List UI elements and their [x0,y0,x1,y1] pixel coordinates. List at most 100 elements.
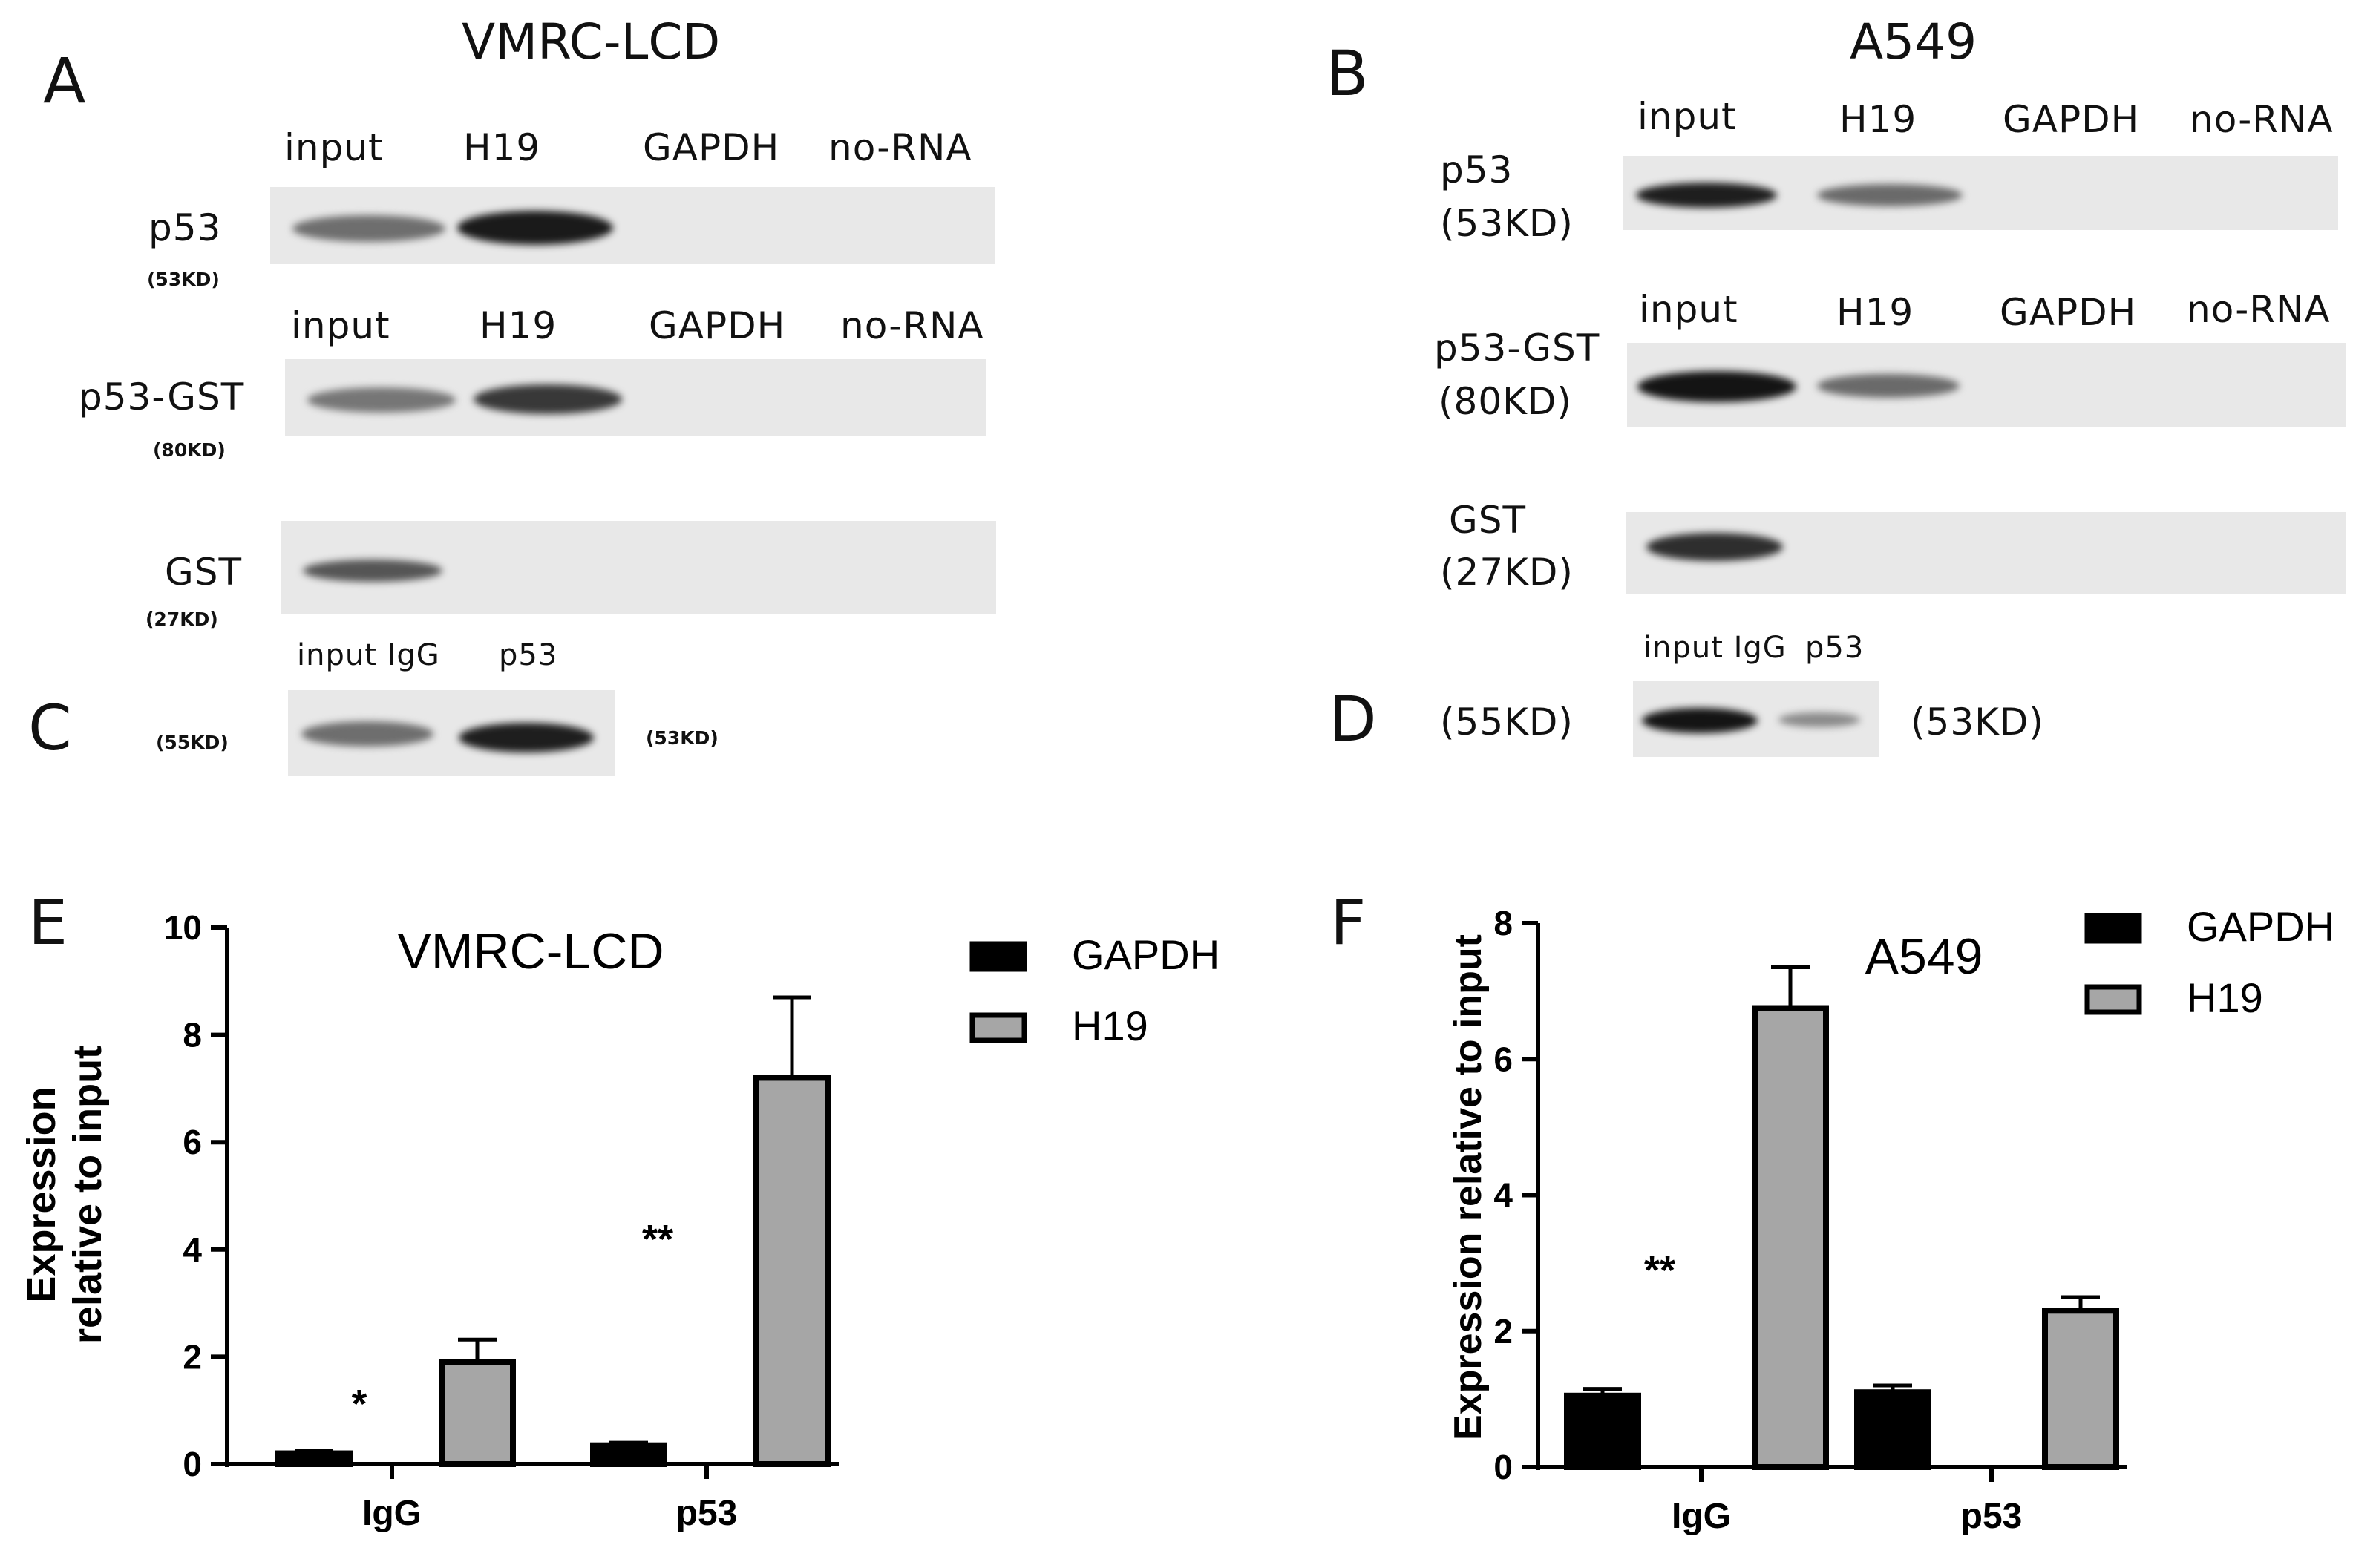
lane-label: GAPDH [649,304,786,347]
lane-label: no-RNA [2187,288,2331,331]
blot-band [1817,374,1960,398]
y-tick-label: 2 [183,1337,202,1376]
bar-gapdh-igg [1564,1392,1641,1471]
blot-band [1778,712,1860,727]
y-tick-label: 4 [183,1230,202,1269]
legend-label-gapdh: GAPDH [1072,931,1220,978]
panel-label-a: A [43,45,86,117]
bar-h19-igg [1752,1005,1829,1470]
y-tick-label: 8 [183,1016,202,1054]
kd-label: (53KD) [1440,202,1574,245]
protein-label: p53-GST [1434,327,1600,370]
panel-label-f: F [1330,886,1367,959]
significance-marker: * [351,1382,367,1426]
lane-label: H19 [1836,291,1914,334]
bar-h19-igg [439,1359,516,1467]
significance-marker: ** [1644,1248,1675,1293]
legend-label-h19: H19 [1072,1003,1148,1049]
bar-chart-a549: 0 2 4 6 8 IgG ** p53 A549 Expression relative to … [1447,903,2334,1536]
kd-label: (53KD) [646,727,719,749]
lane-label: no-RNA [2190,98,2334,141]
lane-label: p53 [499,638,558,672]
lane-label: GAPDH [2003,98,2140,141]
y-tick-label: 8 [1493,904,1513,942]
blot-strip [1627,343,2346,427]
blot-strip [1626,512,2346,594]
lane-label: input IgG [1643,631,1787,665]
blot-band [1636,183,1777,208]
panel-label-e: E [28,886,68,959]
bar-chart-vmrc-lcd: 0 2 4 6 8 10 IgG * p53 ** VMRC-LCD Expression relati… [19,908,1220,1533]
lane-label: H19 [1839,98,1917,141]
lane-label: input [284,126,384,169]
legend-label-h19: H19 [2187,974,2263,1021]
bar-gapdh-p53 [1854,1389,1931,1471]
x-tick-label: IgG [1672,1497,1731,1536]
y-axis-label: Expression relative to input [19,1046,110,1344]
panel-b-title: A549 [1850,13,1977,70]
protein-label: p53 [1440,148,1513,191]
blot-band [457,211,613,245]
blot-strip [1623,156,2338,230]
significance-marker: ** [642,1217,673,1262]
panel-label-c: C [28,692,72,764]
lane-label: GAPDH [2000,291,2137,334]
blot-band [459,723,594,752]
legend-label-gapdh: GAPDH [2187,903,2334,950]
panel-label-d: D [1329,683,1377,755]
lane-label: no-RNA [828,126,972,169]
blot-band [301,721,433,747]
kd-label: (55KD) [156,732,229,753]
y-tick-label: 2 [1493,1312,1513,1351]
y-tick-label: 4 [1493,1176,1513,1215]
kd-label: (80KD) [1439,380,1572,423]
bar-gapdh-igg [275,1450,353,1467]
blot-band [1642,708,1758,733]
lane-label: p53 [1805,631,1865,665]
chart-title: A549 [1865,928,1983,985]
protein-label: GST [1449,499,1527,542]
blot-band [474,384,622,414]
blot-strip [281,521,996,614]
protein-label: p53-GST [79,375,245,419]
x-tick-label: IgG [362,1494,422,1533]
chart-title: VMRC-LCD [398,923,664,980]
panel-a-title: VMRC-LCD [462,13,721,70]
blot-strip [270,187,995,264]
y-tick-label: 6 [1493,1040,1513,1078]
legend-swatch-h19 [969,1012,1027,1043]
blot-strip [285,359,986,436]
lane-label: H19 [480,304,557,347]
bar-h19-p53 [753,1075,831,1467]
legend-swatch-gapdh [2084,913,2142,944]
y-axis-label-line2: relative to input [65,1046,110,1344]
y-tick-label: 10 [164,908,202,947]
kd-label: (53KD) [1911,701,2044,744]
blot-band [1817,184,1963,206]
blot-band [1646,533,1783,561]
kd-label: (55KD) [1440,701,1574,744]
lane-label: GAPDH [643,126,780,169]
lane-label: input [291,304,390,347]
lane-label: input [1639,288,1738,331]
blot-strip [288,690,615,776]
y-axis-label: Expression relative to input [1447,934,1490,1440]
protein-label: GST [165,551,243,594]
legend-swatch-gapdh [969,941,1027,972]
x-tick-label: p53 [1961,1497,2023,1536]
lane-label: input [1637,95,1737,138]
panel-label-b: B [1326,37,1369,110]
bar-h19-p53 [2042,1308,2119,1471]
kd-label: (27KD) [1440,551,1574,594]
kd-label: (27KD) [145,608,218,630]
protein-label: p53 [148,206,222,249]
blot-band [1637,371,1796,402]
blot-strip [1633,681,1879,757]
lane-label: no-RNA [840,304,984,347]
y-tick-label: 0 [1493,1448,1513,1486]
bar-gapdh-p53 [590,1442,667,1468]
blot-band [292,215,445,242]
blot-band [303,560,442,582]
y-tick-label: 6 [183,1123,202,1161]
